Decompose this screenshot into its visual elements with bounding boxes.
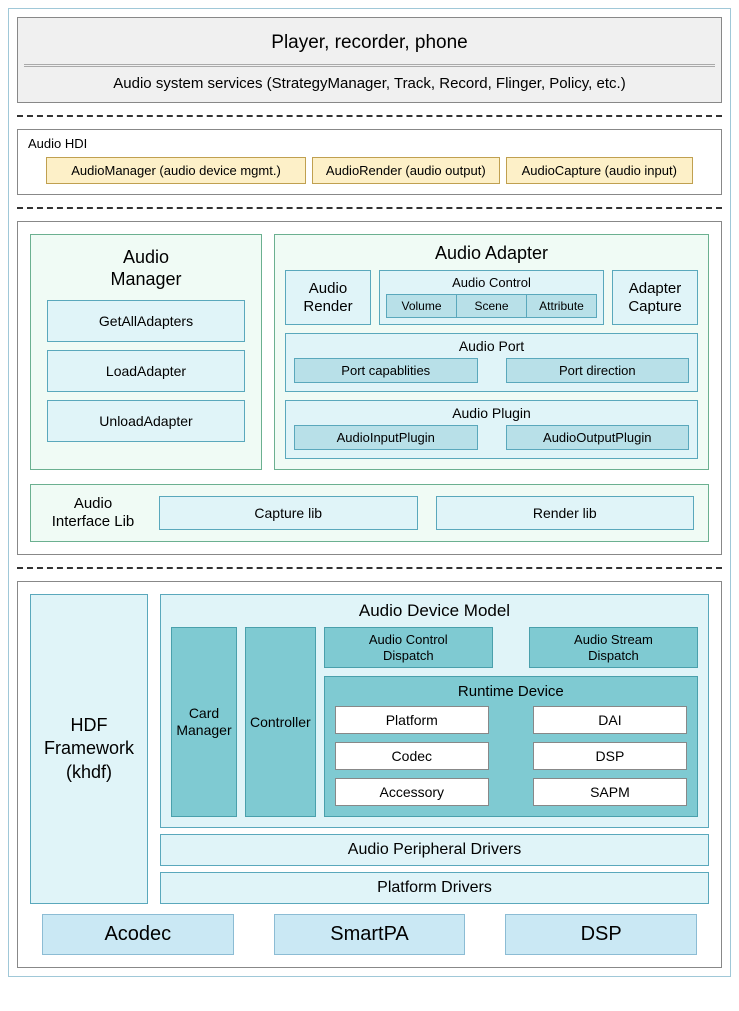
hdi-audiorender: AudioRender (audio output)	[312, 157, 499, 184]
audio-control-title: Audio Control	[386, 275, 597, 294]
hdf-layer: HDFFramework(khdf) Audio Device Model Ca…	[17, 581, 722, 968]
control-attribute: Attribute	[527, 294, 597, 318]
audio-peripheral-drivers: Audio Peripheral Drivers	[160, 834, 709, 866]
audio-control-box: Audio Control Volume Scene Attribute	[379, 270, 604, 325]
diagram-root: Player, recorder, phone Audio system ser…	[8, 8, 731, 977]
audio-port-box: Audio Port Port capablities Port directi…	[285, 333, 698, 392]
audio-device-model-box: Audio Device Model CardManager Controlle…	[160, 594, 709, 828]
audio-stream-dispatch: Audio StreamDispatch	[529, 627, 698, 668]
hdf-framework-box: HDFFramework(khdf)	[30, 594, 148, 904]
hw-smartpa: SmartPA	[274, 914, 466, 955]
audio-lib-layer: AudioManager GetAllAdapters LoadAdapter …	[17, 221, 722, 555]
apps-title: Player, recorder, phone	[24, 24, 715, 67]
card-manager: CardManager	[171, 627, 237, 817]
control-volume: Volume	[386, 294, 457, 318]
unloadadapter: UnloadAdapter	[47, 400, 245, 442]
audio-interface-lib-label: AudioInterface Lib	[45, 495, 141, 531]
controller: Controller	[245, 627, 316, 817]
capture-lib: Capture lib	[159, 496, 418, 530]
control-scene: Scene	[457, 294, 527, 318]
loadadapter: LoadAdapter	[47, 350, 245, 392]
audio-device-model-title: Audio Device Model	[171, 601, 698, 627]
audio-adapter-box: Audio Adapter AudioRender Audio Control …	[274, 234, 709, 470]
runtime-device-title: Runtime Device	[335, 683, 687, 706]
apps-layer: Player, recorder, phone Audio system ser…	[17, 17, 722, 103]
audio-port-title: Audio Port	[294, 338, 689, 358]
audio-manager-box: AudioManager GetAllAdapters LoadAdapter …	[30, 234, 262, 470]
runtime-dai: DAI	[533, 706, 687, 734]
hdi-audiocapture: AudioCapture (audio input)	[506, 157, 693, 184]
hdi-audiomanager: AudioManager (audio device mgmt.)	[46, 157, 306, 184]
audio-adapter-title: Audio Adapter	[285, 241, 698, 270]
audio-hdi-label: Audio HDI	[26, 134, 713, 157]
runtime-sapm: SAPM	[533, 778, 687, 806]
audio-output-plugin: AudioOutputPlugin	[506, 425, 690, 450]
port-capabilities: Port capablities	[294, 358, 478, 383]
hw-dsp: DSP	[505, 914, 697, 955]
divider-3	[17, 567, 722, 569]
runtime-accessory: Accessory	[335, 778, 489, 806]
audio-interface-lib-box: AudioInterface Lib Capture lib Render li…	[30, 484, 709, 542]
audio-control-dispatch: Audio ControlDispatch	[324, 627, 493, 668]
render-lib: Render lib	[436, 496, 695, 530]
port-direction: Port direction	[506, 358, 690, 383]
audio-hdi-layer: Audio HDI AudioManager (audio device mgm…	[17, 129, 722, 195]
divider-1	[17, 115, 722, 117]
adapter-capture-box: AdapterCapture	[612, 270, 698, 325]
runtime-device-box: Runtime Device Platform DAI Codec DSP	[324, 676, 698, 817]
system-services: Audio system services (StrategyManager, …	[24, 67, 715, 96]
hardware-row: Acodec SmartPA DSP	[30, 914, 709, 955]
runtime-dsp: DSP	[533, 742, 687, 770]
audio-input-plugin: AudioInputPlugin	[294, 425, 478, 450]
runtime-platform: Platform	[335, 706, 489, 734]
audio-manager-title: AudioManager	[47, 243, 245, 292]
platform-drivers: Platform Drivers	[160, 872, 709, 904]
audio-render-box: AudioRender	[285, 270, 371, 325]
audio-plugin-box: Audio Plugin AudioInputPlugin AudioOutpu…	[285, 400, 698, 459]
divider-2	[17, 207, 722, 209]
runtime-codec: Codec	[335, 742, 489, 770]
audio-plugin-title: Audio Plugin	[294, 405, 689, 425]
hw-acodec: Acodec	[42, 914, 234, 955]
getalladapters: GetAllAdapters	[47, 300, 245, 342]
